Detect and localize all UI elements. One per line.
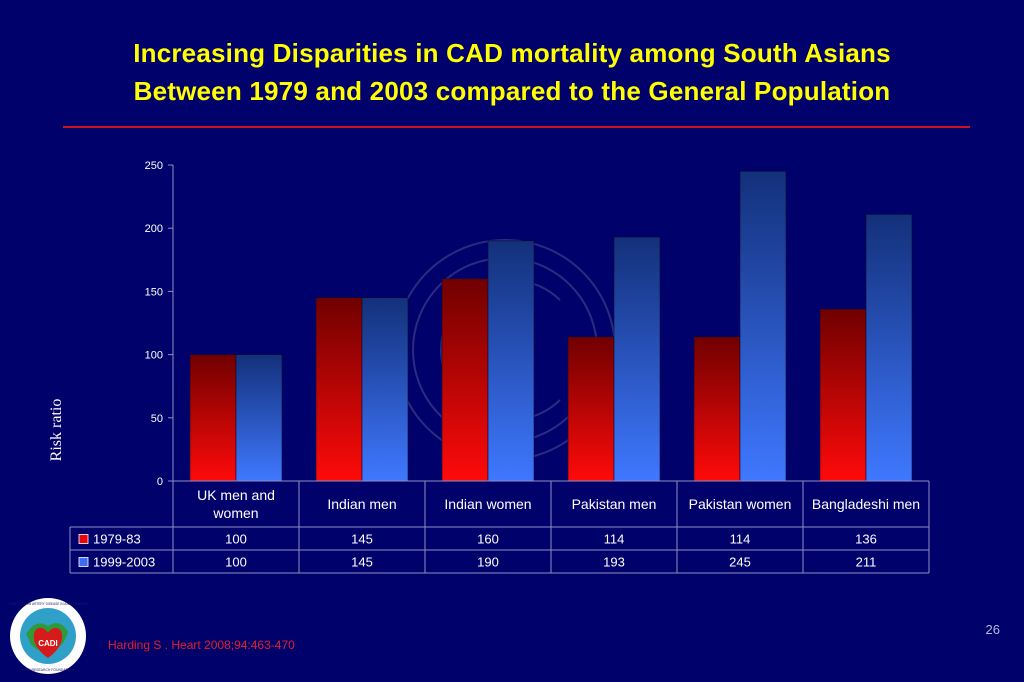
logo-bottom-text: CADI RESEARCH FOUNDATION — [23, 668, 75, 672]
bar-series-1999-5 — [865, 213, 913, 482]
data-table-value: 145 — [351, 532, 373, 547]
title-divider — [63, 126, 970, 128]
y-tick-label: 100 — [145, 350, 163, 362]
data-table-value: 114 — [604, 532, 625, 547]
y-tick-label: 0 — [157, 476, 163, 488]
title-line-1: Increasing Disparities in CAD mortality … — [133, 38, 891, 68]
bar-series-1979-5 — [819, 308, 867, 482]
slide-title: Increasing Disparities in CAD mortality … — [40, 34, 984, 110]
data-table-value: 136 — [855, 532, 877, 547]
data-table-value: 160 — [477, 532, 499, 547]
logo-center-text: CADI — [38, 639, 58, 648]
title-line-2: Between 1979 and 2003 compared to the Ge… — [133, 76, 891, 106]
bar-series-1979-3 — [567, 336, 615, 482]
y-tick-label: 150 — [145, 286, 163, 298]
logo-top-text: COALITION ON ARTERY DISEASE IN ASIAN IND… — [8, 602, 87, 606]
legend-series-name: 1999-2003 — [93, 555, 155, 570]
cadi-logo: CADI COALITION ON ARTERY DISEASE IN ASIA… — [8, 598, 88, 674]
x-category-label: Indian women — [444, 496, 531, 512]
legend-key-1 — [78, 557, 89, 567]
data-table-value: 190 — [477, 555, 499, 570]
bar-series-1979-1 — [315, 297, 363, 482]
y-axis-label: Risk ratio — [48, 399, 65, 462]
x-category-label: Indian men — [327, 496, 396, 512]
y-tick-label: 250 — [145, 160, 163, 172]
data-table-value: 114 — [730, 532, 751, 547]
data-table-value: 145 — [351, 555, 373, 570]
y-tick-label: 50 — [151, 413, 163, 425]
bar-series-1999-0 — [235, 354, 283, 482]
bar-series-1979-0 — [189, 354, 237, 482]
data-table-value: 193 — [603, 555, 625, 570]
bar-series-1999-1 — [361, 297, 409, 482]
data-table-value: 211 — [856, 555, 877, 570]
x-category-label: Pakistan women — [689, 496, 792, 512]
bar-series-1999-2 — [487, 240, 535, 482]
x-category-label: Bangladeshi men — [812, 496, 920, 512]
bar-series-1979-2 — [441, 278, 489, 482]
data-table-value: 100 — [225, 532, 247, 547]
data-table-value: 245 — [729, 555, 751, 570]
x-category-label: Pakistan men — [572, 496, 657, 512]
bar-series-1999-4 — [739, 171, 787, 482]
legend-series-name: 1979-83 — [93, 532, 141, 547]
citation: Harding S . Heart 2008;94:463-470 — [108, 638, 295, 652]
slide-number: 26 — [985, 622, 1000, 637]
x-category-label: UK men and women — [197, 487, 275, 521]
bar-series-1979-4 — [693, 336, 741, 482]
data-table-value: 100 — [225, 555, 247, 570]
legend-key-0 — [78, 534, 89, 544]
y-tick-label: 200 — [145, 223, 163, 235]
bar-series-1999-3 — [613, 236, 661, 482]
